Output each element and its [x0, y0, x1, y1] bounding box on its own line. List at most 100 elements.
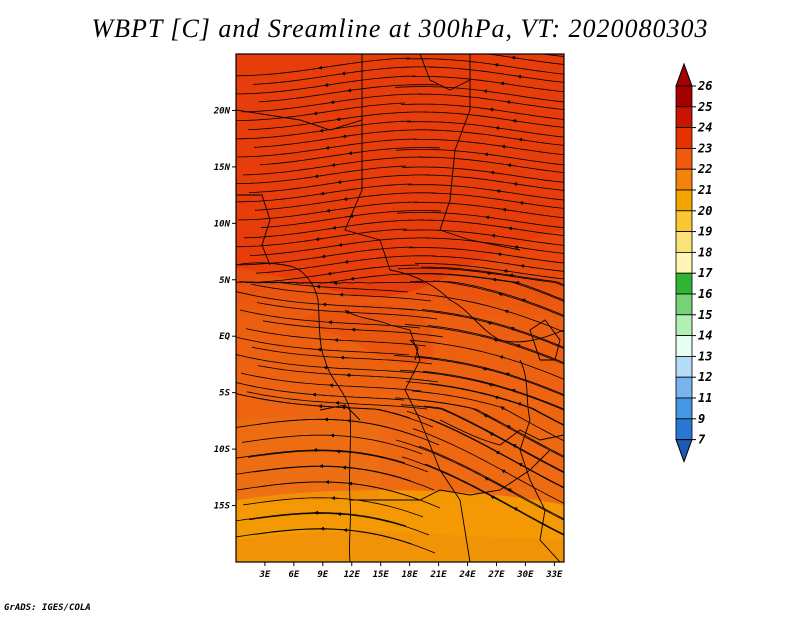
colorbar-segment	[675, 314, 693, 336]
colorbar-label: 17	[698, 266, 713, 280]
streamline-arrow	[319, 128, 326, 133]
colorbar-segment	[675, 168, 693, 191]
streamline-arrow	[489, 107, 496, 112]
colorbar-top-arrow	[675, 62, 693, 87]
grads-credit: GrADS: IGES/COLA	[4, 603, 91, 613]
colorbar-label: 26	[697, 79, 712, 93]
streamline-arrow	[515, 281, 522, 286]
streamline-arrow	[507, 163, 514, 168]
colorbar-segment	[675, 272, 693, 295]
streamline-arrow	[518, 137, 525, 142]
colorbar-label: 12	[698, 370, 712, 384]
streamline-arrow	[500, 406, 507, 411]
lon-tick-label: 3E	[259, 570, 271, 580]
lon-tick-label: 30E	[516, 570, 534, 580]
streamline-arrow	[330, 100, 337, 105]
streamline-arrow	[343, 197, 350, 201]
streamline-arrow	[490, 170, 497, 175]
colorbar-label: 20	[697, 204, 712, 218]
streamline-arrow	[494, 395, 501, 400]
lon-tick-label: 27E	[487, 570, 505, 580]
country-borders	[236, 54, 564, 562]
streamline-arrow	[495, 126, 502, 131]
streamline-arrow	[500, 81, 507, 86]
streamline-arrow	[341, 71, 348, 76]
colorbar-label: 23	[697, 141, 712, 155]
streamline-arrow	[514, 245, 521, 250]
streamline-arrow	[496, 189, 503, 194]
streamline-arrow	[499, 355, 506, 360]
colorbar-label: 16	[698, 287, 712, 301]
streamline-arrow	[501, 469, 508, 474]
lat-tick-label: 15N	[214, 163, 231, 173]
streamline-arrow	[486, 271, 493, 276]
streamline-arrow	[505, 372, 512, 377]
colorbar-segment	[675, 293, 693, 316]
lon-tick-label: 18E	[402, 570, 419, 580]
streamline-arrow	[484, 477, 491, 481]
colorbar-segment	[675, 127, 693, 149]
lat-tick-label: 5S	[219, 389, 230, 399]
colorbar-segment	[675, 251, 693, 274]
lon-tick-label: 21E	[429, 570, 447, 580]
streamline-arrow	[315, 237, 322, 242]
streamline-arrow	[520, 264, 527, 269]
colorbar-label: 21	[697, 183, 712, 197]
streamline-arrow	[490, 495, 497, 500]
colorbar-label: 9	[698, 412, 705, 426]
colorbar-segment	[675, 376, 693, 399]
lon-tick-label: 6E	[288, 570, 299, 580]
colorbar-segment	[675, 397, 693, 420]
streamline-arrow	[342, 134, 349, 139]
streamline-arrow	[348, 151, 355, 156]
streamline-arrow	[331, 163, 338, 167]
streamline-arrow	[337, 180, 344, 184]
streamline-arrow	[511, 55, 518, 60]
streamline-arrow	[493, 338, 500, 343]
streamlines	[236, 46, 564, 554]
streamline-arrow	[483, 89, 490, 94]
colorbar-label: 19	[698, 225, 712, 239]
colorbar-bottom-arrow	[675, 439, 693, 464]
streamline-arrow	[506, 425, 513, 430]
streamline-arrow	[504, 309, 511, 314]
longitude-axis: 3E 6E 9E 12E 15E 18E 21E 24E 27E 30E 33E	[259, 562, 563, 580]
streamline-arrow	[347, 418, 354, 423]
streamline-arrow	[327, 271, 334, 276]
streamline-arrow	[503, 269, 510, 274]
streamline-arrow	[349, 213, 356, 218]
streamline-arrow	[510, 326, 517, 331]
streamline-arrow	[487, 321, 494, 326]
streamline-arrow	[321, 254, 328, 259]
lat-tick-label: 10S	[214, 445, 231, 455]
streamline-arrow	[518, 463, 525, 467]
lat-tick-label: 10N	[214, 219, 231, 229]
map-title: WBPT [C] and Sreamline at 300hPa, VT: 20…	[91, 14, 709, 43]
colorbar-label: 7	[698, 433, 706, 447]
colorbar-segment	[675, 231, 693, 253]
streamline-arrow	[314, 174, 321, 179]
streamline-arrow	[512, 119, 519, 123]
lon-tick-label: 24E	[458, 570, 476, 580]
streamline-arrow	[511, 388, 518, 393]
streamline-arrow	[494, 63, 501, 67]
streamline-arrow	[516, 344, 523, 348]
colorbar-label: 25	[697, 100, 712, 114]
streamline-arrow	[313, 111, 320, 116]
colorbar-label: 13	[698, 349, 712, 363]
streamline-arrow	[509, 273, 516, 278]
streamline-arrow	[501, 144, 508, 149]
colorbar-segment	[675, 189, 693, 212]
streamline-arrow	[521, 298, 528, 303]
streamline-arrow	[348, 481, 355, 486]
streamline-arrow	[325, 145, 332, 150]
streamline-arrow	[497, 252, 504, 257]
streamline-arrow	[519, 200, 526, 205]
streamline-arrow	[484, 152, 491, 157]
streamline-arrow	[318, 65, 325, 70]
streamline-arrow	[320, 191, 327, 196]
streamline-arrow	[490, 46, 495, 47]
map-frame	[235, 53, 565, 563]
streamline-arrow	[517, 74, 524, 79]
colorbar-segment	[675, 106, 693, 129]
